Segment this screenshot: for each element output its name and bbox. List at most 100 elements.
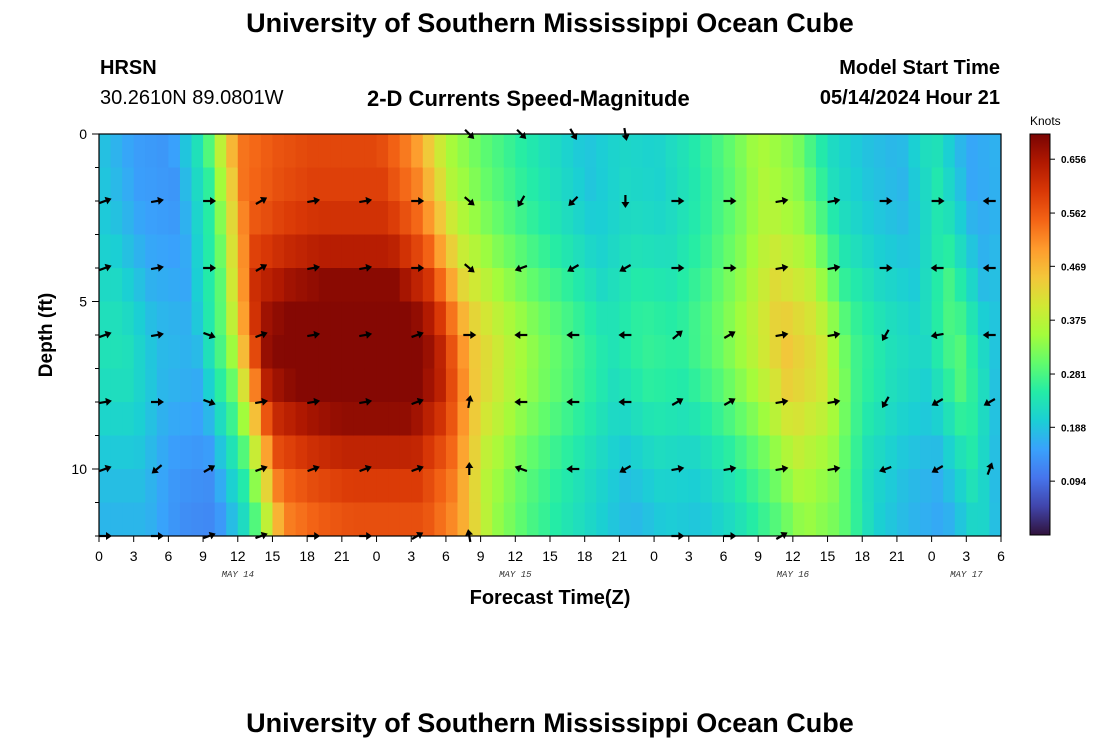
heatmap-cell bbox=[226, 502, 239, 536]
heatmap-cell bbox=[145, 234, 158, 269]
current-vector bbox=[465, 529, 474, 543]
x-tick-label: 0 bbox=[928, 548, 936, 564]
heatmap-cell bbox=[573, 201, 586, 236]
heatmap-cell bbox=[214, 368, 227, 403]
heatmap-cell bbox=[954, 469, 967, 504]
heatmap-cell bbox=[723, 301, 736, 336]
heatmap-cell bbox=[839, 167, 852, 202]
heatmap-cell bbox=[353, 435, 366, 470]
heatmap-cell bbox=[133, 301, 146, 336]
heatmap-cell bbox=[746, 234, 759, 269]
current-vector bbox=[827, 464, 841, 473]
heatmap-cell bbox=[850, 268, 863, 303]
heatmap-cell bbox=[723, 469, 736, 504]
x-tick-label: 3 bbox=[962, 548, 970, 564]
colorbar-tick-label: 0.656 bbox=[1061, 155, 1086, 166]
heatmap-cell bbox=[769, 201, 782, 236]
heatmap-cell bbox=[538, 268, 551, 303]
heatmap-cell bbox=[665, 435, 678, 470]
heatmap-cell bbox=[746, 469, 759, 504]
heatmap-cell bbox=[700, 201, 713, 236]
heatmap-cell bbox=[249, 167, 262, 202]
heatmap-cell bbox=[203, 368, 216, 403]
heatmap-cell bbox=[630, 134, 644, 169]
heatmap-cell bbox=[203, 335, 216, 370]
heatmap-cell bbox=[469, 234, 482, 269]
heatmap-cell bbox=[977, 502, 991, 536]
heatmap-cell bbox=[896, 402, 910, 437]
heatmap-cell bbox=[364, 301, 378, 336]
heatmap-cell bbox=[503, 268, 516, 303]
heatmap-cell bbox=[573, 402, 586, 437]
heatmap-cell bbox=[607, 335, 620, 370]
heatmap-cell bbox=[156, 268, 169, 303]
heatmap-cell bbox=[156, 435, 169, 470]
heatmap-cell bbox=[99, 402, 112, 437]
heatmap-cell bbox=[422, 134, 435, 169]
heatmap-cell bbox=[445, 201, 459, 236]
heatmap-cell bbox=[654, 502, 667, 536]
page-title-top: University of Southern Mississippi Ocean… bbox=[246, 8, 854, 38]
heatmap-cell bbox=[99, 435, 112, 470]
heatmap-cell bbox=[376, 234, 389, 269]
heatmap-cell bbox=[284, 469, 297, 504]
current-vector bbox=[203, 465, 216, 473]
heatmap-cell bbox=[307, 201, 320, 236]
heatmap-cell bbox=[735, 234, 748, 269]
heatmap-cell bbox=[723, 402, 736, 437]
heatmap-cell bbox=[550, 268, 563, 303]
heatmap-cell bbox=[399, 469, 412, 504]
heatmap-cell bbox=[457, 335, 470, 370]
heatmap-cell bbox=[330, 301, 343, 336]
heatmap-cell bbox=[145, 301, 158, 336]
heatmap-cell bbox=[411, 268, 424, 303]
current-vector bbox=[881, 329, 890, 342]
heatmap-cell bbox=[896, 201, 910, 236]
heatmap-cell bbox=[99, 201, 112, 236]
heatmap-cell bbox=[943, 402, 956, 437]
heatmap-cell bbox=[284, 234, 297, 269]
heatmap-cell bbox=[781, 435, 794, 470]
heatmap-cell bbox=[908, 268, 921, 303]
heatmap-cell bbox=[735, 502, 748, 536]
heatmap-cell bbox=[561, 201, 574, 236]
heatmap-cell bbox=[422, 335, 435, 370]
current-vector bbox=[618, 331, 632, 339]
heatmap-cell bbox=[284, 435, 297, 470]
heatmap-cell bbox=[573, 134, 586, 169]
heatmap-cell bbox=[839, 435, 852, 470]
heatmap-cell bbox=[769, 134, 782, 169]
heatmap-cell bbox=[619, 201, 632, 236]
heatmap-cell bbox=[735, 268, 748, 303]
heatmap-cell bbox=[376, 368, 389, 403]
heatmap-cell bbox=[804, 469, 817, 504]
heatmap-cell bbox=[434, 435, 447, 470]
current-vector bbox=[566, 398, 580, 406]
x-tick-label: 21 bbox=[612, 548, 628, 564]
heatmap-cell bbox=[376, 469, 389, 504]
heatmap-cell bbox=[758, 469, 771, 504]
heatmap-cell bbox=[272, 268, 285, 303]
heatmap-cell bbox=[341, 234, 355, 269]
heatmap-cell bbox=[422, 469, 435, 504]
heatmap-cell bbox=[145, 268, 158, 303]
heatmap-cell bbox=[110, 234, 123, 269]
heatmap-cell bbox=[989, 234, 1001, 269]
heatmap-cell bbox=[203, 435, 216, 470]
heatmap-cell bbox=[295, 435, 308, 470]
heatmap-cell bbox=[503, 134, 516, 169]
heatmap-cell bbox=[700, 469, 713, 504]
heatmap-cell bbox=[619, 368, 632, 403]
heatmap-cell bbox=[457, 368, 470, 403]
colorbar-tick-label: 0.281 bbox=[1061, 370, 1086, 381]
heatmap-cell bbox=[272, 435, 285, 470]
x-tick-label: 0 bbox=[95, 548, 103, 564]
heatmap-cell bbox=[399, 368, 412, 403]
heatmap-cell bbox=[445, 301, 459, 336]
heatmap-cell bbox=[284, 134, 297, 169]
heatmap-cell bbox=[538, 134, 551, 169]
heatmap-cell bbox=[341, 167, 355, 202]
heatmap-cell bbox=[110, 301, 123, 336]
heatmap-cell bbox=[237, 435, 250, 470]
heatmap-cell bbox=[931, 435, 944, 470]
